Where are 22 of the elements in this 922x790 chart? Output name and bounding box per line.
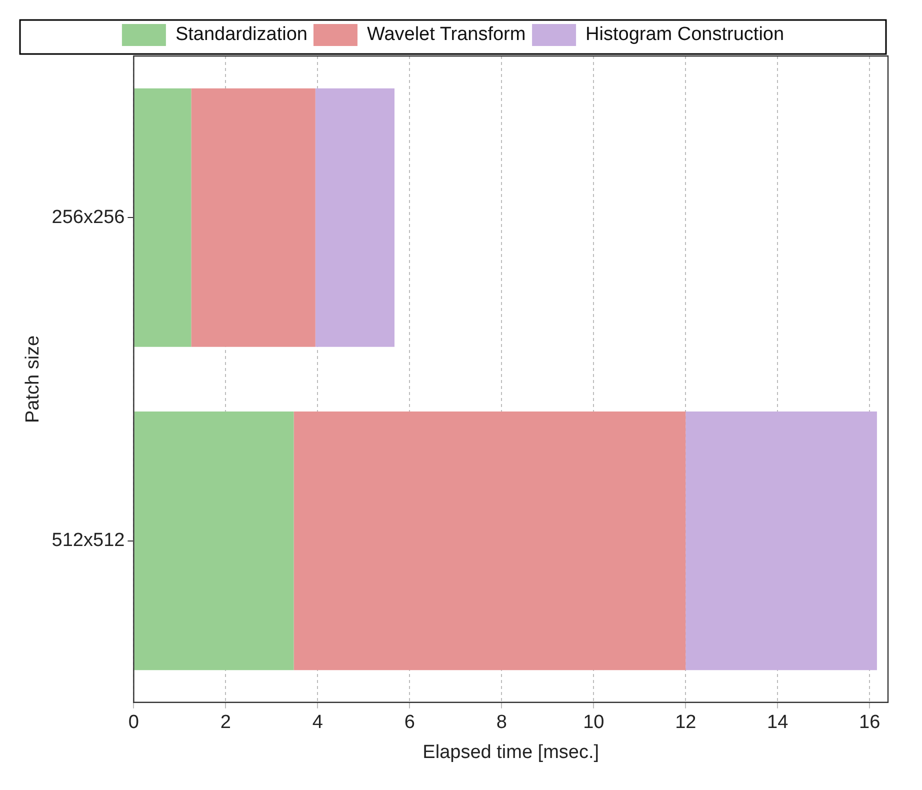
x-tick-label: 12 [675, 712, 696, 734]
x-tick-label: 4 [312, 712, 324, 734]
x-axis-title: Elapsed time [msec.] [422, 742, 600, 763]
x-tick-label: 10 [583, 712, 604, 734]
legend-label: Histogram Construction [586, 24, 784, 46]
x-tick-label: 0 [128, 712, 139, 734]
y-axis-title: Patch size [22, 335, 44, 424]
bar [191, 88, 316, 347]
x-tick-label: 14 [767, 712, 789, 734]
x-tick-label: 16 [859, 712, 880, 734]
bar [134, 88, 192, 347]
bar [686, 412, 877, 670]
x-tick-label: 6 [404, 712, 415, 734]
bar [134, 412, 294, 670]
y-tick-label: 512x512 [52, 530, 125, 552]
legend-label: Standardization [175, 24, 308, 46]
legend-label: Wavelet Transform [366, 24, 526, 46]
bar [315, 88, 394, 347]
y-tick-label: 256x256 [52, 206, 125, 228]
x-tick-label: 8 [496, 712, 507, 734]
bar [294, 412, 686, 670]
x-tick-label: 2 [220, 712, 231, 734]
